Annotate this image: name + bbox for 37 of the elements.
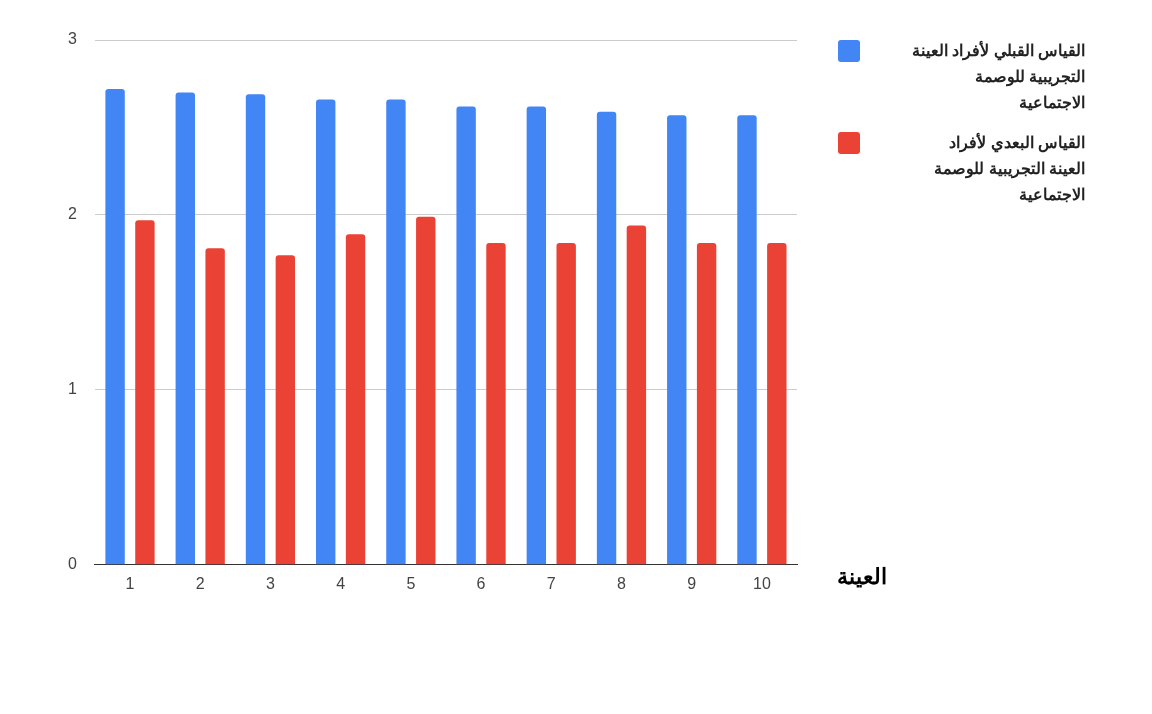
bar <box>626 225 647 565</box>
bar <box>526 106 547 565</box>
bar <box>737 115 757 565</box>
x-tick-label: 8 <box>617 574 627 592</box>
bar <box>667 115 687 565</box>
x-tick-label: 3 <box>265 574 275 592</box>
y-tick-label: 0 <box>67 555 77 573</box>
bar <box>316 99 336 565</box>
bar <box>556 242 576 565</box>
bar <box>245 94 266 565</box>
y-tick-label: 1 <box>67 380 77 398</box>
bar <box>416 216 436 565</box>
x-axis-title: العينة <box>837 564 887 590</box>
bar <box>345 234 366 565</box>
bar <box>767 242 787 565</box>
x-tick-label: 10 <box>753 574 771 592</box>
x-tick-label: 7 <box>546 574 556 592</box>
bar <box>596 111 617 565</box>
y-tick-label: 3 <box>67 30 77 48</box>
x-tick-label: 2 <box>195 574 205 592</box>
bar <box>486 242 506 565</box>
y-tick-label: 2 <box>67 205 77 223</box>
text: القياس البعدي لأفراد العينة التجريبية للوصمة الاجتماعية <box>933 132 1085 205</box>
bar <box>205 248 225 565</box>
text: القياس القبلي لأفراد العينة التجريبية للوصمة الاجتماعية <box>910 40 1085 113</box>
x-tick-label: 1 <box>125 574 135 592</box>
x-tick-label: 9 <box>687 574 697 592</box>
bar <box>696 242 717 565</box>
bar <box>386 99 406 565</box>
bar <box>275 255 296 565</box>
x-tick-label: 5 <box>406 574 416 592</box>
x-tick-label: 4 <box>336 574 346 592</box>
x-tick-label: 6 <box>476 574 486 592</box>
bar <box>175 92 195 565</box>
bar <box>105 88 125 565</box>
bar <box>135 220 155 565</box>
bar <box>456 106 476 565</box>
